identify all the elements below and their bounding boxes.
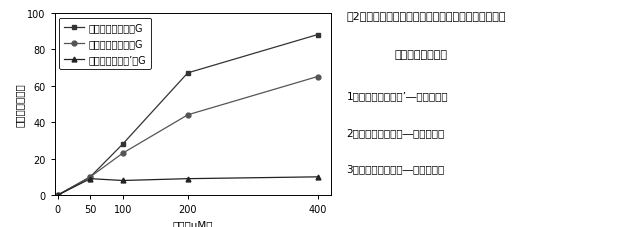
Text: 図2　糖の結合位置の異なるケルセチン配糖体の紫外: 図2 糖の結合位置の異なるケルセチン配糖体の紫外 xyxy=(347,11,506,21)
Line: ケルセチン－３－G: ケルセチン－３－G xyxy=(55,33,320,198)
ケルセチン－３－G xyxy=(87,176,94,178)
ケルセチン－７－G xyxy=(314,76,322,79)
ケルセチン－４’－G xyxy=(184,178,191,180)
Line: ケルセチン－７－G: ケルセチン－７－G xyxy=(55,75,320,198)
ケルセチン－７－G xyxy=(119,152,126,155)
Line: ケルセチン－４’－G: ケルセチン－４’－G xyxy=(55,175,320,198)
ケルセチン－７－G xyxy=(54,194,62,197)
ケルセチン－４’－G xyxy=(87,178,94,180)
ケルセチン－４’－G xyxy=(54,194,62,197)
ケルセチン－７－G xyxy=(87,176,94,178)
Text: 線防護活性の比較: 線防護活性の比較 xyxy=(394,50,447,60)
ケルセチン－７－G xyxy=(184,114,191,117)
ケルセチン－４’－G xyxy=(119,179,126,182)
ケルセチン－３－G xyxy=(54,194,62,197)
Text: 2：ケルセチン－３―グルコシド: 2：ケルセチン－３―グルコシド xyxy=(347,127,445,137)
ケルセチン－３－G xyxy=(314,34,322,37)
ケルセチン－４’－G xyxy=(314,176,322,178)
Text: 1：ケルセチン－４’―グルコシド: 1：ケルセチン－４’―グルコシド xyxy=(347,91,448,101)
Y-axis label: 生細胞数（％）: 生細胞数（％） xyxy=(14,83,24,126)
X-axis label: 濃度（μM）: 濃度（μM） xyxy=(172,220,213,227)
ケルセチン－３－G xyxy=(184,72,191,75)
ケルセチン－３－G xyxy=(119,143,126,146)
Legend: ケルセチン－３－G, ケルセチン－７－G, ケルセチン－４’－G: ケルセチン－３－G, ケルセチン－７－G, ケルセチン－４’－G xyxy=(60,18,151,70)
Text: 3：ケルセチン－７―グルコシド: 3：ケルセチン－７―グルコシド xyxy=(347,163,445,173)
